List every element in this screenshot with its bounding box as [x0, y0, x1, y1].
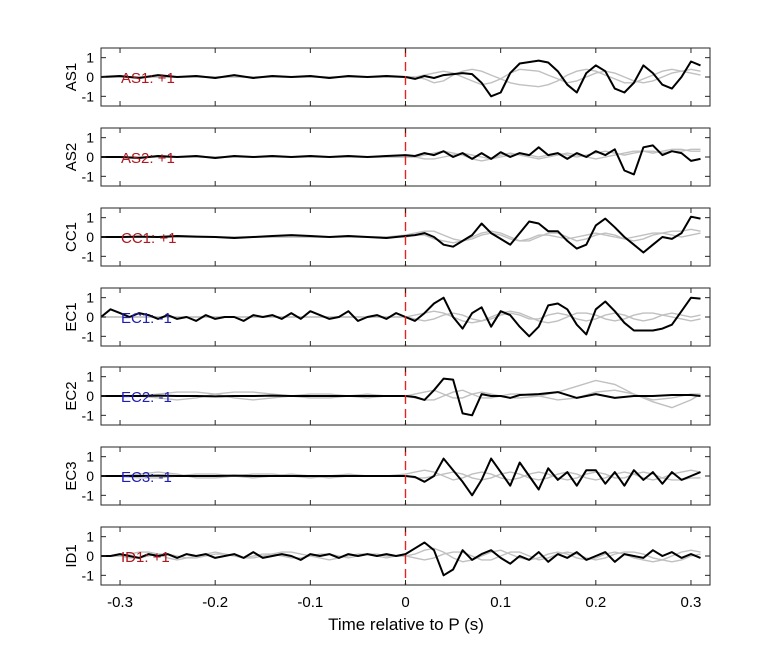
reference-trace: [101, 469, 701, 481]
polarity-label: EC2: -1: [121, 389, 172, 406]
y-tick-label: 1: [86, 210, 94, 226]
reference-trace: [101, 469, 701, 481]
data-trace: [101, 59, 701, 98]
y-tick-label: 0: [86, 309, 94, 325]
y-tick-label: 1: [86, 130, 94, 146]
y-tick-label: -1: [82, 88, 95, 104]
y-tick-label: 0: [86, 388, 94, 404]
y-tick-label: 1: [86, 290, 94, 306]
x-axis-label: Time relative to P (s): [328, 615, 484, 634]
y-tick-label: -1: [82, 248, 95, 264]
plot-area: [101, 144, 701, 176]
data-trace: [101, 296, 701, 338]
polarity-label: AS1: +1: [121, 70, 175, 87]
x-tick-label: -0.1: [297, 594, 323, 611]
data-trace: [101, 541, 701, 577]
y-tick-label: 0: [86, 69, 94, 85]
station-name: AS2: [63, 143, 80, 171]
polarity-label: CC1: +1: [121, 230, 176, 247]
x-tick-label: 0.3: [681, 594, 702, 611]
polarity-label: ID1: +1: [121, 549, 170, 566]
station-name: ID1: [63, 544, 80, 567]
data-trace: [101, 377, 701, 417]
y-tick-label: -1: [82, 567, 95, 583]
x-tick-label: -0.2: [202, 594, 228, 611]
y-tick-label: 0: [86, 548, 94, 564]
reference-trace: [101, 228, 701, 242]
x-tick-label: 0.2: [585, 594, 606, 611]
y-tick-label: 1: [86, 369, 94, 385]
data-trace: [101, 144, 701, 176]
polarity-label: EC1: -1: [121, 310, 172, 327]
y-tick-label: 0: [86, 468, 94, 484]
plot-area: [101, 296, 701, 338]
reference-trace: [101, 389, 701, 409]
plot-area: [101, 457, 701, 497]
data-trace: [101, 215, 701, 254]
y-tick-label: 1: [86, 529, 94, 545]
x-axis: -0.3 -0.2 -0.1 0 0.1 0.2 0.3: [107, 594, 701, 611]
polarity-label: EC3: -1: [121, 469, 172, 486]
data-trace: [101, 457, 701, 497]
y-tick-label: -1: [82, 407, 95, 423]
y-tick-label: -1: [82, 328, 95, 344]
x-tick-label: 0: [401, 594, 409, 611]
y-tick-label: 1: [86, 449, 94, 465]
plot-area: [101, 59, 701, 98]
y-tick-label: 1: [86, 50, 94, 66]
y-tick-label: -1: [82, 168, 95, 184]
y-tick-label: -1: [82, 487, 95, 503]
y-tick-label: 0: [86, 149, 94, 165]
y-tick-label: 0: [86, 229, 94, 245]
station-name: EC1: [63, 302, 80, 331]
station-name: EC3: [63, 461, 80, 490]
polarity-label: AS2: +1: [121, 150, 175, 167]
plot-area: [101, 377, 701, 417]
plot-area: [101, 541, 701, 577]
station-name: CC1: [63, 222, 80, 252]
station-name: AS1: [63, 63, 80, 91]
plot-area: [101, 215, 701, 254]
x-tick-label: -0.3: [107, 594, 133, 611]
x-tick-label: 0.1: [490, 594, 511, 611]
station-name: EC2: [63, 381, 80, 410]
